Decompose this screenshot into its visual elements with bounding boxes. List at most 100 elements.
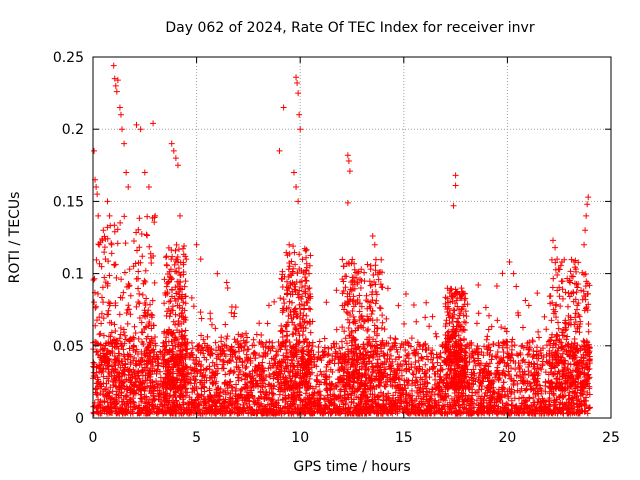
data-point <box>385 340 392 347</box>
data-point <box>526 345 533 352</box>
data-point <box>417 389 424 396</box>
data-point <box>485 363 492 370</box>
data-point <box>559 350 566 357</box>
data-point <box>535 328 542 335</box>
data-point <box>321 344 328 351</box>
data-point <box>564 365 571 372</box>
data-point <box>116 311 123 318</box>
data-point <box>520 344 527 351</box>
data-point <box>188 339 195 346</box>
data-point <box>200 373 207 380</box>
data-point <box>525 302 532 309</box>
data-point <box>197 309 204 316</box>
data-point <box>190 303 197 310</box>
data-point <box>431 370 438 377</box>
data-point <box>158 390 165 397</box>
data-point <box>329 352 336 359</box>
data-point <box>429 313 436 320</box>
data-point <box>256 352 263 359</box>
data-point <box>343 340 350 347</box>
data-point <box>404 352 411 359</box>
data-point <box>422 361 429 368</box>
data-point <box>501 325 508 332</box>
data-point <box>317 368 324 375</box>
data-point <box>368 342 375 349</box>
data-point <box>384 285 391 292</box>
data-point <box>482 304 489 311</box>
data-point <box>574 342 581 349</box>
data-point <box>397 344 404 351</box>
data-point <box>223 335 230 342</box>
data-point <box>324 392 331 399</box>
data-point <box>567 406 574 413</box>
data-point <box>493 282 500 289</box>
data-point <box>271 298 278 305</box>
data-point <box>433 333 440 340</box>
data-point <box>309 339 316 346</box>
data-point <box>387 346 394 353</box>
data-point <box>295 409 302 416</box>
data-point <box>132 373 139 380</box>
data-point <box>392 389 399 396</box>
data-point <box>228 309 235 316</box>
data-point <box>384 351 391 358</box>
data-point <box>495 376 502 383</box>
data-point <box>221 379 228 386</box>
data-point <box>223 344 230 351</box>
data-point <box>99 284 106 291</box>
data-point <box>333 287 340 294</box>
data-point <box>475 345 482 352</box>
data-point <box>226 394 233 401</box>
data-point <box>468 371 475 378</box>
data-point <box>345 325 352 332</box>
data-point <box>395 302 402 309</box>
data-point <box>329 369 336 376</box>
data-point <box>122 332 129 339</box>
data-point <box>322 396 329 403</box>
data-point <box>545 398 552 405</box>
data-point <box>194 368 201 375</box>
data-point <box>91 299 98 306</box>
data-point <box>475 282 482 289</box>
data-point <box>265 302 272 309</box>
data-point <box>282 359 289 366</box>
data-point <box>218 334 225 341</box>
data-point <box>463 313 470 320</box>
data-point <box>419 366 426 373</box>
data-point <box>513 283 520 290</box>
data-point <box>383 315 390 322</box>
data-point <box>417 343 424 350</box>
data-point <box>321 335 328 342</box>
data-point <box>102 406 109 413</box>
data-point <box>412 382 419 389</box>
data-point <box>122 393 129 400</box>
data-point <box>325 345 332 352</box>
data-point <box>391 379 398 386</box>
data-point <box>222 371 229 378</box>
data-point <box>331 343 338 350</box>
data-point <box>586 391 593 398</box>
data-point <box>264 320 271 327</box>
data-point <box>250 336 257 343</box>
data-point <box>198 332 205 339</box>
data-point <box>223 279 230 286</box>
data-point <box>391 339 398 346</box>
data-point <box>401 320 408 327</box>
data-point <box>259 359 266 366</box>
data-point <box>414 339 421 346</box>
data-point <box>504 339 511 346</box>
data-point <box>513 351 520 358</box>
data-point <box>500 340 507 347</box>
data-point <box>420 393 427 400</box>
data-point <box>217 356 224 363</box>
data-point <box>411 347 418 354</box>
data-point <box>498 324 505 331</box>
data-point <box>258 332 265 339</box>
data-point <box>388 352 395 359</box>
data-point <box>203 356 210 363</box>
data-point <box>256 320 263 327</box>
data-point <box>101 346 108 353</box>
data-point <box>275 379 282 386</box>
data-point <box>222 321 229 328</box>
